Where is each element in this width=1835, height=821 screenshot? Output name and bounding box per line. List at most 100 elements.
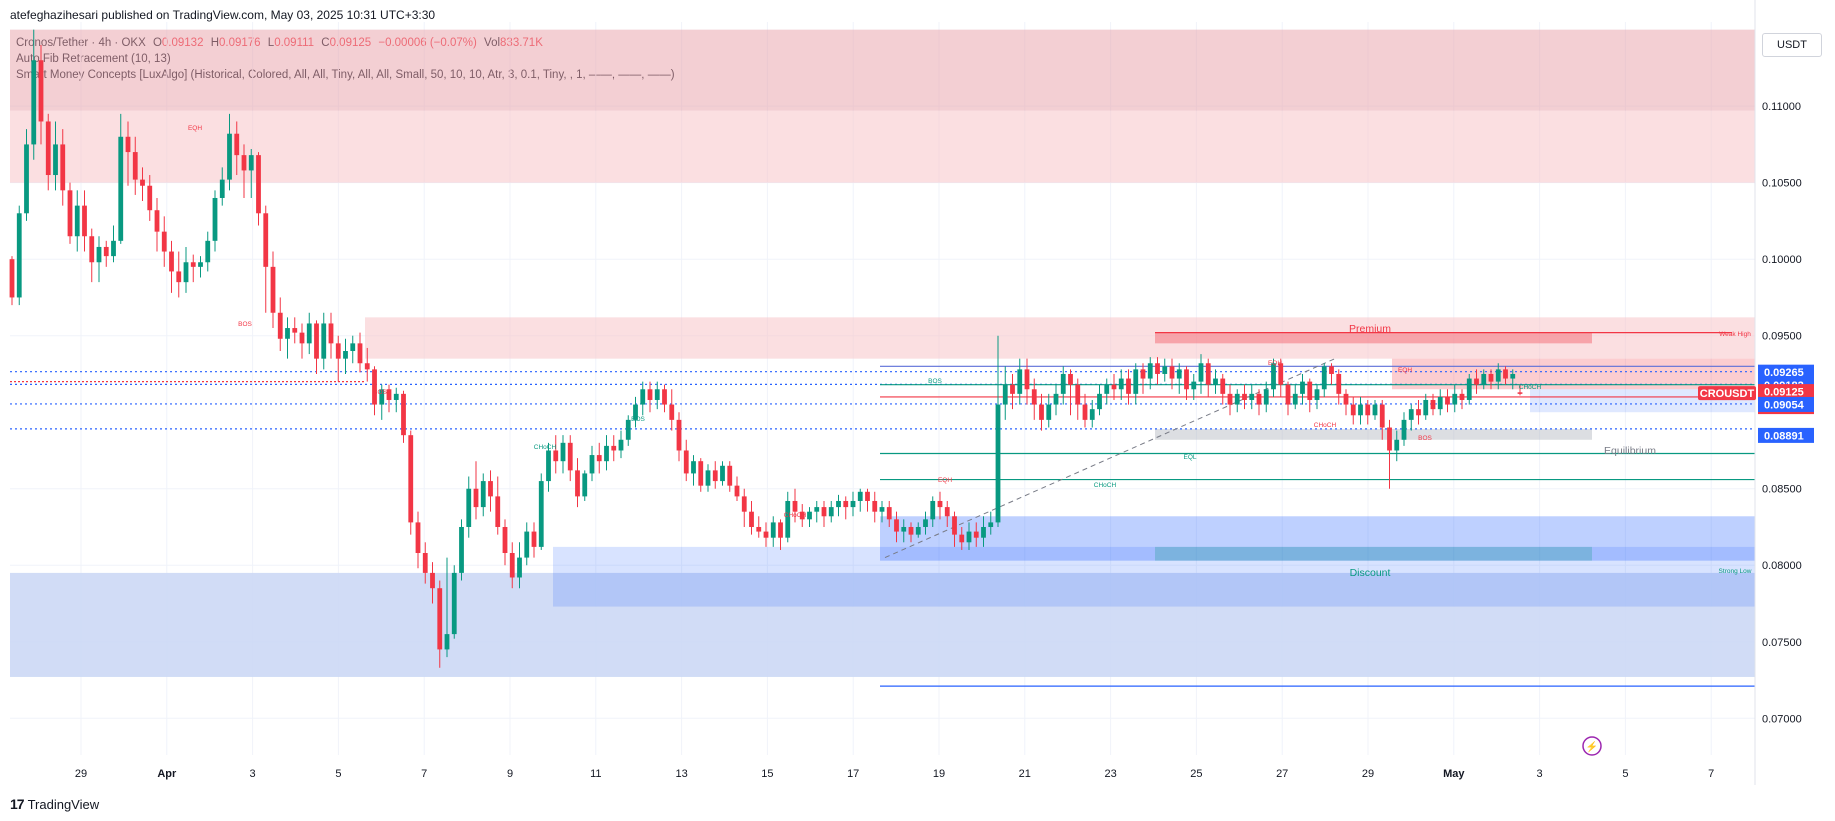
candle-body: [1046, 404, 1052, 420]
x-tick-label: 15: [761, 768, 773, 780]
candle-body: [683, 450, 689, 474]
x-tick-label: 5: [1622, 768, 1628, 780]
smc-label: EQH: [1268, 360, 1282, 367]
x-tick-label: 19: [933, 768, 945, 780]
candle-body: [161, 231, 167, 252]
candle-body: [915, 526, 921, 535]
candle-body: [1010, 384, 1015, 394]
x-tick-label: 11: [590, 768, 601, 780]
demand-zone-mid: [553, 546, 1755, 607]
candle-body: [67, 190, 73, 237]
candle-body: [386, 389, 392, 400]
candle-body: [234, 133, 240, 156]
smc-label: EQH: [938, 477, 952, 484]
candle-body: [1278, 363, 1284, 385]
candle-body: [611, 445, 617, 451]
smc-label: CHoCH: [1314, 422, 1337, 429]
candle-body: [1437, 396, 1443, 410]
candle-body: [589, 455, 595, 474]
candle-body: [1271, 363, 1276, 390]
candle-body: [727, 465, 733, 486]
x-tick-label: 27: [1276, 768, 1288, 780]
price-badge-label: 0.09265: [1764, 367, 1804, 379]
currency-selector[interactable]: USDT: [1762, 33, 1822, 57]
candle-body: [973, 531, 979, 538]
candle-body: [654, 389, 660, 400]
x-tick-label: 7: [421, 768, 427, 780]
candle-body: [749, 511, 754, 527]
candle-body: [1220, 378, 1226, 394]
smc-label: Strong Low: [1719, 568, 1752, 575]
candle-body: [1184, 369, 1189, 390]
candle-body: [799, 511, 805, 520]
candle-body: [850, 500, 856, 508]
candle-body: [379, 389, 385, 405]
candle-body: [1336, 373, 1342, 394]
event-flash-glyph: ⚡: [1586, 740, 1598, 753]
candle-body: [9, 259, 15, 298]
candle-body: [1452, 393, 1458, 405]
candle-body: [451, 572, 457, 635]
candle-body: [444, 634, 450, 650]
candle-body: [531, 531, 537, 547]
candle-body: [1401, 419, 1407, 440]
candle-body: [836, 500, 841, 508]
premium-zone-top: [10, 29, 1755, 111]
candle-body: [1097, 393, 1102, 410]
candle-body: [140, 179, 145, 186]
candle-body: [437, 588, 443, 650]
candle-body: [966, 531, 972, 543]
candle-body: [1024, 369, 1030, 390]
candle-body: [53, 144, 58, 176]
candle-body: [198, 262, 203, 267]
candle-body: [1292, 393, 1298, 405]
candle-body: [981, 526, 986, 538]
supply-zone-top: [10, 110, 1755, 183]
candle-body: [886, 507, 892, 520]
candle-body: [1031, 389, 1037, 405]
candle-body: [502, 526, 508, 554]
smc-label: CHoCH: [784, 512, 807, 519]
smc-label: BOS: [373, 389, 387, 396]
candle-body: [1104, 384, 1110, 394]
candle-body: [205, 240, 211, 263]
candle-body: [147, 185, 153, 211]
candle-body: [633, 404, 638, 420]
x-tick-label: 13: [675, 768, 687, 780]
candle-body: [31, 60, 37, 145]
y-tick-label: 0.07000: [1762, 713, 1802, 725]
candle-body: [1481, 373, 1487, 385]
candle-body: [1300, 381, 1305, 394]
fib-trend-line: [884, 358, 1336, 559]
candle-body: [1459, 393, 1465, 400]
candle-body: [821, 507, 827, 517]
candle-body: [1017, 369, 1023, 394]
y-tick-label: 0.11000: [1762, 101, 1801, 113]
candle-body: [959, 534, 965, 543]
candle-body: [647, 389, 653, 400]
candle-body: [1205, 363, 1211, 385]
candle-body: [270, 266, 276, 313]
candle-body: [1191, 381, 1197, 390]
x-tick-label: 9: [507, 768, 513, 780]
smc-label: EQH: [188, 125, 202, 132]
candle-body: [480, 481, 486, 508]
candle-body: [1423, 399, 1429, 416]
y-tick-label: 0.08500: [1762, 484, 1802, 496]
candle-body: [524, 531, 530, 558]
candle-body: [720, 465, 725, 482]
x-tick-label: 3: [1537, 768, 1543, 780]
candle-body: [190, 262, 196, 267]
candle-body: [865, 491, 870, 501]
candle-body: [1488, 373, 1494, 382]
candle-body: [1474, 378, 1479, 385]
candle-body: [1234, 393, 1240, 405]
candle-body: [1408, 409, 1414, 420]
candle-body: [1133, 369, 1139, 394]
candle-body: [778, 522, 783, 538]
price-badge: [1758, 396, 1814, 412]
candle-body: [1126, 378, 1131, 394]
symbol-badge-label: CROUSDT: [1700, 388, 1755, 400]
candle-body: [422, 553, 428, 573]
